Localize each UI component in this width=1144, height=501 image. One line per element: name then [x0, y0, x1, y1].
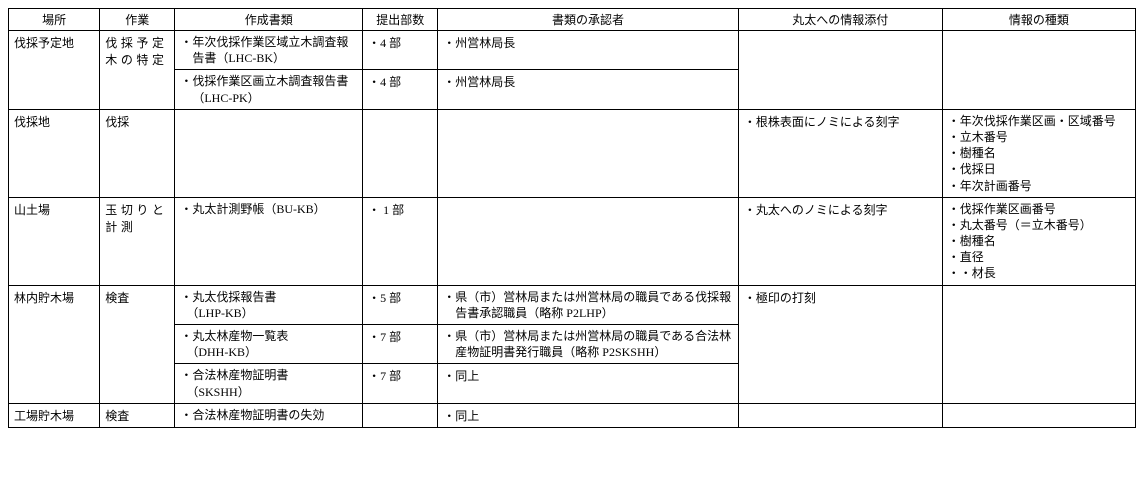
info-item: ・直径 — [948, 249, 1130, 265]
doc-item: （LHP-KB） — [180, 305, 357, 321]
cell-place: 山土場 — [9, 197, 100, 285]
info-item: ・立木番号 — [948, 129, 1130, 145]
info-item: ・年次計画番号 — [948, 178, 1130, 194]
table-row: 伐採予定地 伐採予定木の特定 ・年次伐採作業区域立木調査報告書（LHC-BK） … — [9, 31, 1136, 70]
info-item: ・樹種名 — [948, 145, 1130, 161]
cell-info: ・伐採作業区画番号 ・丸太番号（＝立木番号） ・樹種名 ・直径 ・・材長 — [942, 197, 1135, 285]
cell-approver: ・県（市）営林局または州営林局の職員である伐採報告書承認職員（略称 P2LHP） — [438, 285, 739, 324]
cell-approver: ・同上 — [438, 364, 739, 403]
h-place: 場所 — [9, 9, 100, 31]
cell-work: 検査 — [100, 285, 175, 403]
cell-info — [942, 403, 1135, 427]
doc-item: （SKSHH） — [180, 384, 357, 400]
h-work: 作業 — [100, 9, 175, 31]
h-docs: 作成書類 — [175, 9, 363, 31]
cell-attach — [738, 403, 942, 427]
cell-copies: ・4 部 — [363, 31, 438, 70]
doc-item: ・年次伐採作業区域立木調査報告書（LHC-BK） — [180, 34, 357, 66]
cell-doc — [175, 109, 363, 197]
cell-place: 伐採地 — [9, 109, 100, 197]
info-item: ・伐採日 — [948, 161, 1130, 177]
cell-doc: ・丸太伐採報告書 （LHP-KB） — [175, 285, 363, 324]
cell-approver: ・州営林局長 — [438, 70, 739, 109]
cell-attach — [738, 31, 942, 110]
cell-doc: ・年次伐採作業区域立木調査報告書（LHC-BK） — [175, 31, 363, 70]
doc-item: （DHH-KB） — [180, 344, 357, 360]
cell-info: ・年次伐採作業区画・区域番号 ・立木番号 ・樹種名 ・伐採日 ・年次計画番号 — [942, 109, 1135, 197]
approver-item: ・県（市）営林局または州営林局の職員である合法林産物証明書発行職員（略称 P2S… — [443, 328, 733, 360]
h-approver: 書類の承認者 — [438, 9, 739, 31]
cell-copies — [363, 109, 438, 197]
cell-copies — [363, 403, 438, 427]
info-item: ・丸太番号（＝立木番号） — [948, 217, 1130, 233]
cell-copies: ・4 部 — [363, 70, 438, 109]
header-row: 場所 作業 作成書類 提出部数 書類の承認者 丸太への情報添付 情報の種類 — [9, 9, 1136, 31]
info-item: ・・材長 — [948, 265, 1130, 281]
cell-doc: ・丸太林産物一覧表 （DHH-KB） — [175, 325, 363, 364]
doc-item: ・合法林産物証明書 — [180, 367, 357, 383]
cell-work: 玉切りと計測 — [100, 197, 175, 285]
cell-approver — [438, 197, 739, 285]
cell-copies: ・7 部 — [363, 325, 438, 364]
h-attach: 丸太への情報添付 — [738, 9, 942, 31]
cell-attach: ・丸太へのノミによる刻字 — [738, 197, 942, 285]
cell-place: 工場貯木場 — [9, 403, 100, 427]
cell-work: 検査 — [100, 403, 175, 427]
cell-work: 伐採予定木の特定 — [100, 31, 175, 110]
table-row: 山土場 玉切りと計測 ・丸太計測野帳（BU-KB） ・ 1 部 ・丸太へのノミに… — [9, 197, 1136, 285]
table-row: 工場貯木場 検査 ・合法林産物証明書の失効 ・同上 — [9, 403, 1136, 427]
doc-item: ・伐採作業区画立木調査報告書（LHC-PK） — [180, 73, 357, 105]
cell-copies: ・7 部 — [363, 364, 438, 403]
cell-info — [942, 31, 1135, 110]
cell-approver: ・県（市）営林局または州営林局の職員である合法林産物証明書発行職員（略称 P2S… — [438, 325, 739, 364]
cell-place: 伐採予定地 — [9, 31, 100, 110]
cell-attach: ・根株表面にノミによる刻字 — [738, 109, 942, 197]
cell-place: 林内貯木場 — [9, 285, 100, 403]
doc-item: ・合法林産物証明書の失効 — [180, 407, 357, 423]
cell-approver: ・州営林局長 — [438, 31, 739, 70]
h-info: 情報の種類 — [942, 9, 1135, 31]
cell-approver: ・同上 — [438, 403, 739, 427]
cell-doc: ・合法林産物証明書の失効 — [175, 403, 363, 427]
doc-item: ・丸太計測野帳（BU-KB） — [180, 201, 357, 217]
table-row: 林内貯木場 検査 ・丸太伐採報告書 （LHP-KB） ・5 部 ・県（市）営林局… — [9, 285, 1136, 324]
cell-doc: ・合法林産物証明書 （SKSHH） — [175, 364, 363, 403]
forestry-docs-table: 場所 作業 作成書類 提出部数 書類の承認者 丸太への情報添付 情報の種類 伐採… — [8, 8, 1136, 428]
doc-item: ・丸太伐採報告書 — [180, 289, 357, 305]
cell-doc: ・丸太計測野帳（BU-KB） — [175, 197, 363, 285]
cell-copies: ・5 部 — [363, 285, 438, 324]
doc-item: ・丸太林産物一覧表 — [180, 328, 357, 344]
table-row: 伐採地 伐採 ・根株表面にノミによる刻字 ・年次伐採作業区画・区域番号 ・立木番… — [9, 109, 1136, 197]
h-copies: 提出部数 — [363, 9, 438, 31]
info-item: ・伐採作業区画番号 — [948, 201, 1130, 217]
cell-info — [942, 285, 1135, 403]
approver-item: ・県（市）営林局または州営林局の職員である伐採報告書承認職員（略称 P2LHP） — [443, 289, 733, 321]
cell-doc: ・伐採作業区画立木調査報告書（LHC-PK） — [175, 70, 363, 109]
info-item: ・年次伐採作業区画・区域番号 — [948, 113, 1130, 129]
cell-approver — [438, 109, 739, 197]
info-item: ・樹種名 — [948, 233, 1130, 249]
cell-copies: ・ 1 部 — [363, 197, 438, 285]
cell-attach: ・極印の打刻 — [738, 285, 942, 403]
cell-work: 伐採 — [100, 109, 175, 197]
